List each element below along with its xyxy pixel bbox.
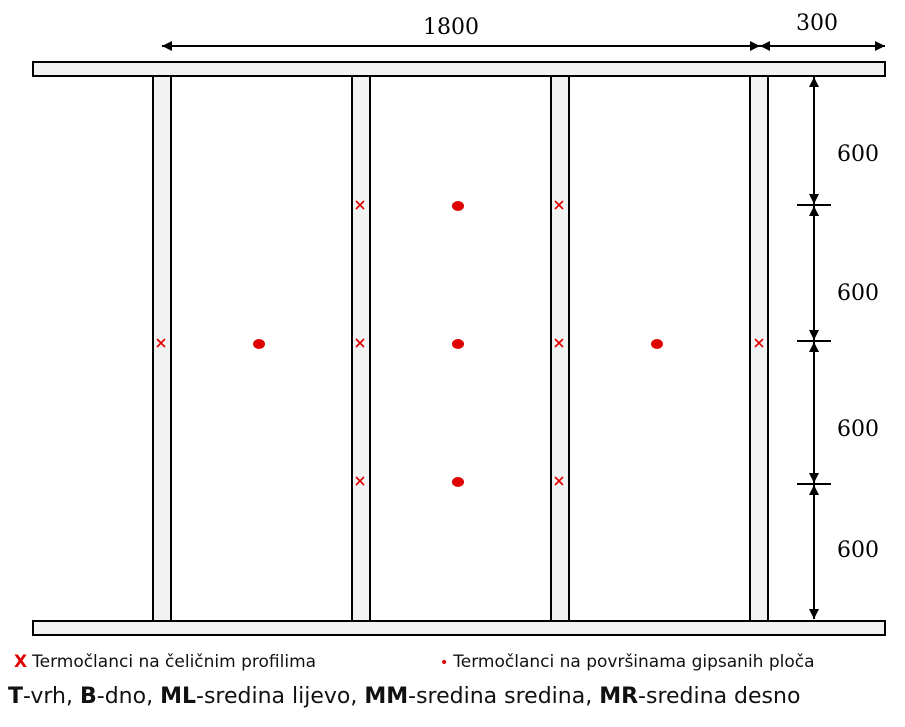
dim-label-1800: 1800 — [423, 15, 479, 40]
stud-3 — [550, 75, 570, 622]
steel-thermocouple-marker — [355, 200, 365, 210]
abbrev-desc-mm: -sredina sredina — [408, 684, 586, 709]
legend-steel-label: Termočlanci na čeličnim profilima — [32, 652, 317, 672]
abbrev-desc-ml: -sredina lijevo — [196, 684, 351, 709]
steel-markers — [156, 200, 764, 486]
dim-label-300: 300 — [796, 11, 838, 36]
abbrev-code-ml: ML — [160, 684, 196, 709]
abbreviation-key: T-vrh, B-dno, ML-sredina lijevo, MM-sred… — [8, 684, 800, 709]
gypsum-thermocouple-marker — [253, 339, 265, 349]
steel-thermocouple-marker — [554, 200, 564, 210]
abbrev-code-mm: MM — [364, 684, 409, 709]
stud-wall-diagram: 1800 300 600 600 600 600 — [32, 11, 886, 636]
steel-thermocouple-marker — [554, 476, 564, 486]
gypsum-thermocouple-marker — [452, 339, 464, 349]
steel-thermocouple-marker — [754, 338, 764, 348]
steel-thermocouple-marker — [554, 338, 564, 348]
dim-label-v2: 600 — [837, 281, 879, 306]
stud-1 — [152, 75, 172, 622]
gypsum-thermocouple-marker — [452, 477, 464, 487]
bottom-track — [32, 620, 886, 636]
legend-dot-icon: • — [440, 655, 449, 671]
stud-2 — [351, 75, 371, 622]
steel-thermocouple-marker — [156, 338, 166, 348]
legend-steel: X Termočlanci na čeličnim profilima — [14, 652, 316, 672]
abbrev-code-b: B — [79, 684, 97, 709]
abbrev-separator: , — [65, 684, 80, 709]
gypsum-markers — [253, 201, 663, 487]
dim-label-v3: 600 — [837, 417, 879, 442]
stud-4 — [749, 75, 769, 622]
abbrev-separator: , — [585, 684, 600, 709]
legend-gypsum-label: Termočlanci na površinama gipsanih ploča — [453, 652, 815, 672]
legend-x-icon: X — [14, 652, 28, 672]
legend-gypsum: • Termočlanci na površinama gipsanih ploč… — [440, 652, 815, 672]
abbrev-desc-b: -dno — [96, 684, 147, 709]
top-track — [32, 61, 886, 77]
steel-thermocouple-marker — [355, 338, 365, 348]
abbrev-desc-mr: -sredina desno — [638, 684, 801, 709]
abbrev-separator: , — [350, 684, 365, 709]
abbrev-desc-t: -vrh — [23, 684, 66, 709]
dim-label-v1: 600 — [837, 142, 879, 167]
abbrev-code-mr: MR — [599, 684, 639, 709]
abbrev-separator: , — [146, 684, 161, 709]
abbrev-code-t: T — [8, 684, 24, 709]
gypsum-thermocouple-marker — [452, 201, 464, 211]
gypsum-thermocouple-marker — [651, 339, 663, 349]
steel-thermocouple-marker — [355, 476, 365, 486]
dim-label-v4: 600 — [837, 538, 879, 563]
